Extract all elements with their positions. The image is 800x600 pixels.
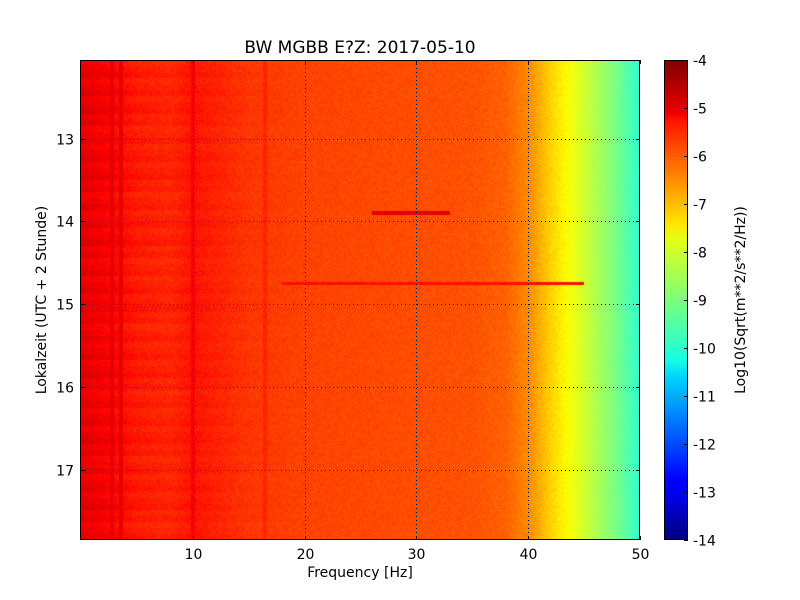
heatmap-area: [81, 60, 640, 540]
y-tick-label: 16: [56, 381, 74, 397]
chart-title: BW MGBB E?Z: 2017-05-10: [244, 38, 475, 58]
y-axis-label: Lokalzeit (UTC + 2 Stunde): [34, 206, 50, 395]
colorbar-tick-label: -8: [693, 246, 707, 262]
colorbar-tick-label: -6: [693, 150, 707, 166]
x-tick-label: 40: [520, 547, 538, 563]
colorbar-label: Log10(Sqrt(m**2/s**2/Hz)): [733, 206, 749, 394]
colorbar-tick-label: -10: [693, 342, 716, 358]
colorbar-tick-label: -11: [693, 390, 716, 406]
x-tick-label: 20: [297, 547, 315, 563]
colorbar-tick-label: -14: [693, 534, 716, 550]
y-tick-label: 17: [56, 464, 74, 480]
colorbar-ticks: -4 -5 -6 -7 -8 -9 -10 -11 -12 -13 -14: [684, 54, 716, 550]
x-tick-label: 10: [185, 547, 203, 563]
y-axis-ticks: 13 14 15 16 17: [56, 133, 640, 480]
colorbar-tick-label: -7: [693, 198, 707, 214]
colorbar-tick-label: -12: [693, 438, 716, 454]
grid-lines: [81, 60, 640, 540]
x-axis-label: Frequency [Hz]: [307, 565, 413, 581]
y-tick-label: 13: [56, 133, 74, 149]
y-tick-label: 15: [56, 298, 74, 314]
colorbar-tick-label: -5: [693, 102, 707, 118]
y-tick-label: 14: [56, 215, 74, 231]
heatmap-canvas: [81, 60, 640, 540]
colorbar-tick-label: -9: [693, 294, 707, 310]
x-tick-label: 30: [408, 547, 426, 563]
x-tick-label: 50: [632, 547, 650, 563]
colorbar-tick-label: -13: [693, 486, 716, 502]
plot-frame: [80, 60, 640, 540]
colorbar-tick-label: -4: [693, 54, 707, 70]
